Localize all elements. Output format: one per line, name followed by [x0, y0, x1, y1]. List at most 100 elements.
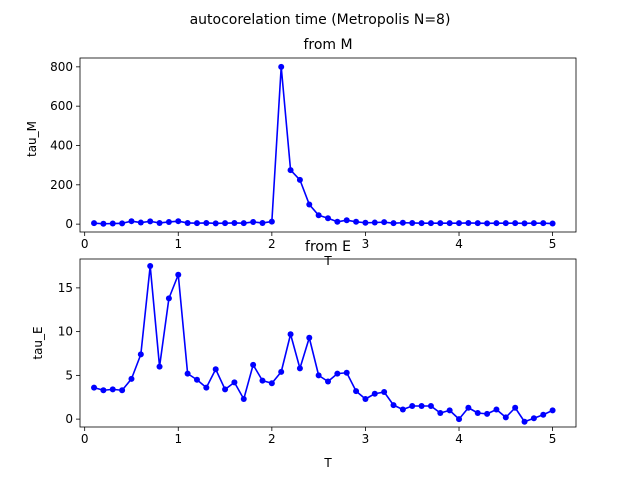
data-point [362, 396, 369, 402]
data-point [399, 406, 406, 413]
y-tick-label: 5 [65, 368, 73, 382]
data-point [353, 218, 360, 225]
data-point [119, 387, 126, 394]
data-point [446, 407, 453, 414]
data-point [175, 218, 182, 225]
data-point [109, 220, 116, 227]
data-point [165, 295, 172, 302]
data-point [502, 220, 509, 227]
data-point [437, 220, 444, 227]
data-point [484, 410, 491, 417]
data-point [193, 376, 200, 383]
x-tick-label: 2 [268, 432, 276, 446]
chart-title: from M [303, 37, 352, 53]
data-point [540, 220, 547, 227]
x-axis-label: T [323, 456, 332, 470]
x-tick-label: 4 [455, 432, 463, 446]
data-point [100, 387, 107, 394]
data-point [549, 220, 556, 227]
data-point [371, 390, 378, 397]
data-point [128, 218, 135, 225]
data-point [306, 334, 313, 341]
data-point [184, 370, 191, 377]
data-point [371, 219, 378, 226]
x-tick-label: 1 [174, 237, 182, 251]
data-point [493, 406, 500, 413]
data-point [147, 263, 154, 269]
data-point [100, 220, 107, 227]
data-point [203, 219, 210, 226]
data-point [268, 380, 275, 387]
data-point [381, 389, 388, 395]
data-point [465, 404, 472, 411]
data-point [446, 220, 453, 227]
y-axis-label: tau_M [25, 121, 39, 157]
data-point [184, 219, 191, 226]
data-point [296, 365, 303, 372]
data-point [137, 219, 144, 226]
figure-suptitle: autocorelation time (Metropolis N=8) [190, 12, 451, 28]
data-point [315, 212, 322, 219]
data-point [381, 219, 388, 226]
chart-title: from E [305, 239, 351, 255]
y-axis-label: tau_E [31, 326, 45, 359]
y-tick-label: 400 [50, 138, 73, 152]
data-point [390, 220, 397, 227]
data-point [325, 378, 331, 385]
data-point [530, 220, 537, 227]
x-tick-label: 4 [455, 237, 463, 251]
data-point [512, 220, 519, 227]
data-point [465, 219, 472, 226]
y-tick-label: 0 [65, 412, 73, 426]
data-point [456, 416, 463, 423]
data-point [240, 220, 247, 227]
y-tick-label: 15 [58, 281, 73, 295]
data-point [222, 220, 229, 227]
x-tick-label: 3 [362, 432, 370, 446]
data-point [287, 331, 294, 338]
data-point [474, 410, 481, 416]
data-point [315, 372, 322, 379]
data-point [474, 220, 481, 227]
data-point [540, 411, 547, 418]
data-point [137, 351, 144, 358]
data-point [250, 218, 257, 225]
data-point [109, 386, 116, 393]
data-point [250, 361, 257, 368]
series-line [93, 66, 553, 225]
data-point [91, 220, 98, 227]
data-point [156, 363, 163, 370]
axes-frame [79, 258, 577, 428]
x-axis-label: T [323, 254, 332, 268]
data-point [306, 201, 313, 208]
data-point [296, 176, 303, 183]
data-point [334, 370, 341, 377]
data-point [240, 396, 247, 402]
data-point [212, 366, 219, 373]
data-point [418, 403, 425, 409]
x-tick-label: 5 [549, 237, 557, 251]
x-tick-label: 3 [362, 237, 370, 251]
data-point [268, 218, 275, 225]
data-point [427, 403, 434, 409]
y-tick-label: 200 [50, 178, 73, 192]
x-tick-label: 5 [549, 432, 557, 446]
data-point [502, 414, 509, 421]
data-point [493, 220, 500, 227]
data-point [484, 220, 491, 227]
data-point [427, 220, 434, 227]
data-point [287, 167, 294, 174]
data-point [222, 386, 229, 393]
data-point [390, 402, 397, 409]
data-point [259, 377, 266, 384]
data-point [231, 379, 238, 386]
data-point [119, 220, 126, 227]
data-point [165, 218, 172, 225]
data-point [259, 219, 266, 226]
x-tick-label: 0 [81, 432, 89, 446]
x-tick-label: 0 [81, 237, 89, 251]
data-point [512, 404, 519, 411]
data-point [362, 219, 369, 226]
